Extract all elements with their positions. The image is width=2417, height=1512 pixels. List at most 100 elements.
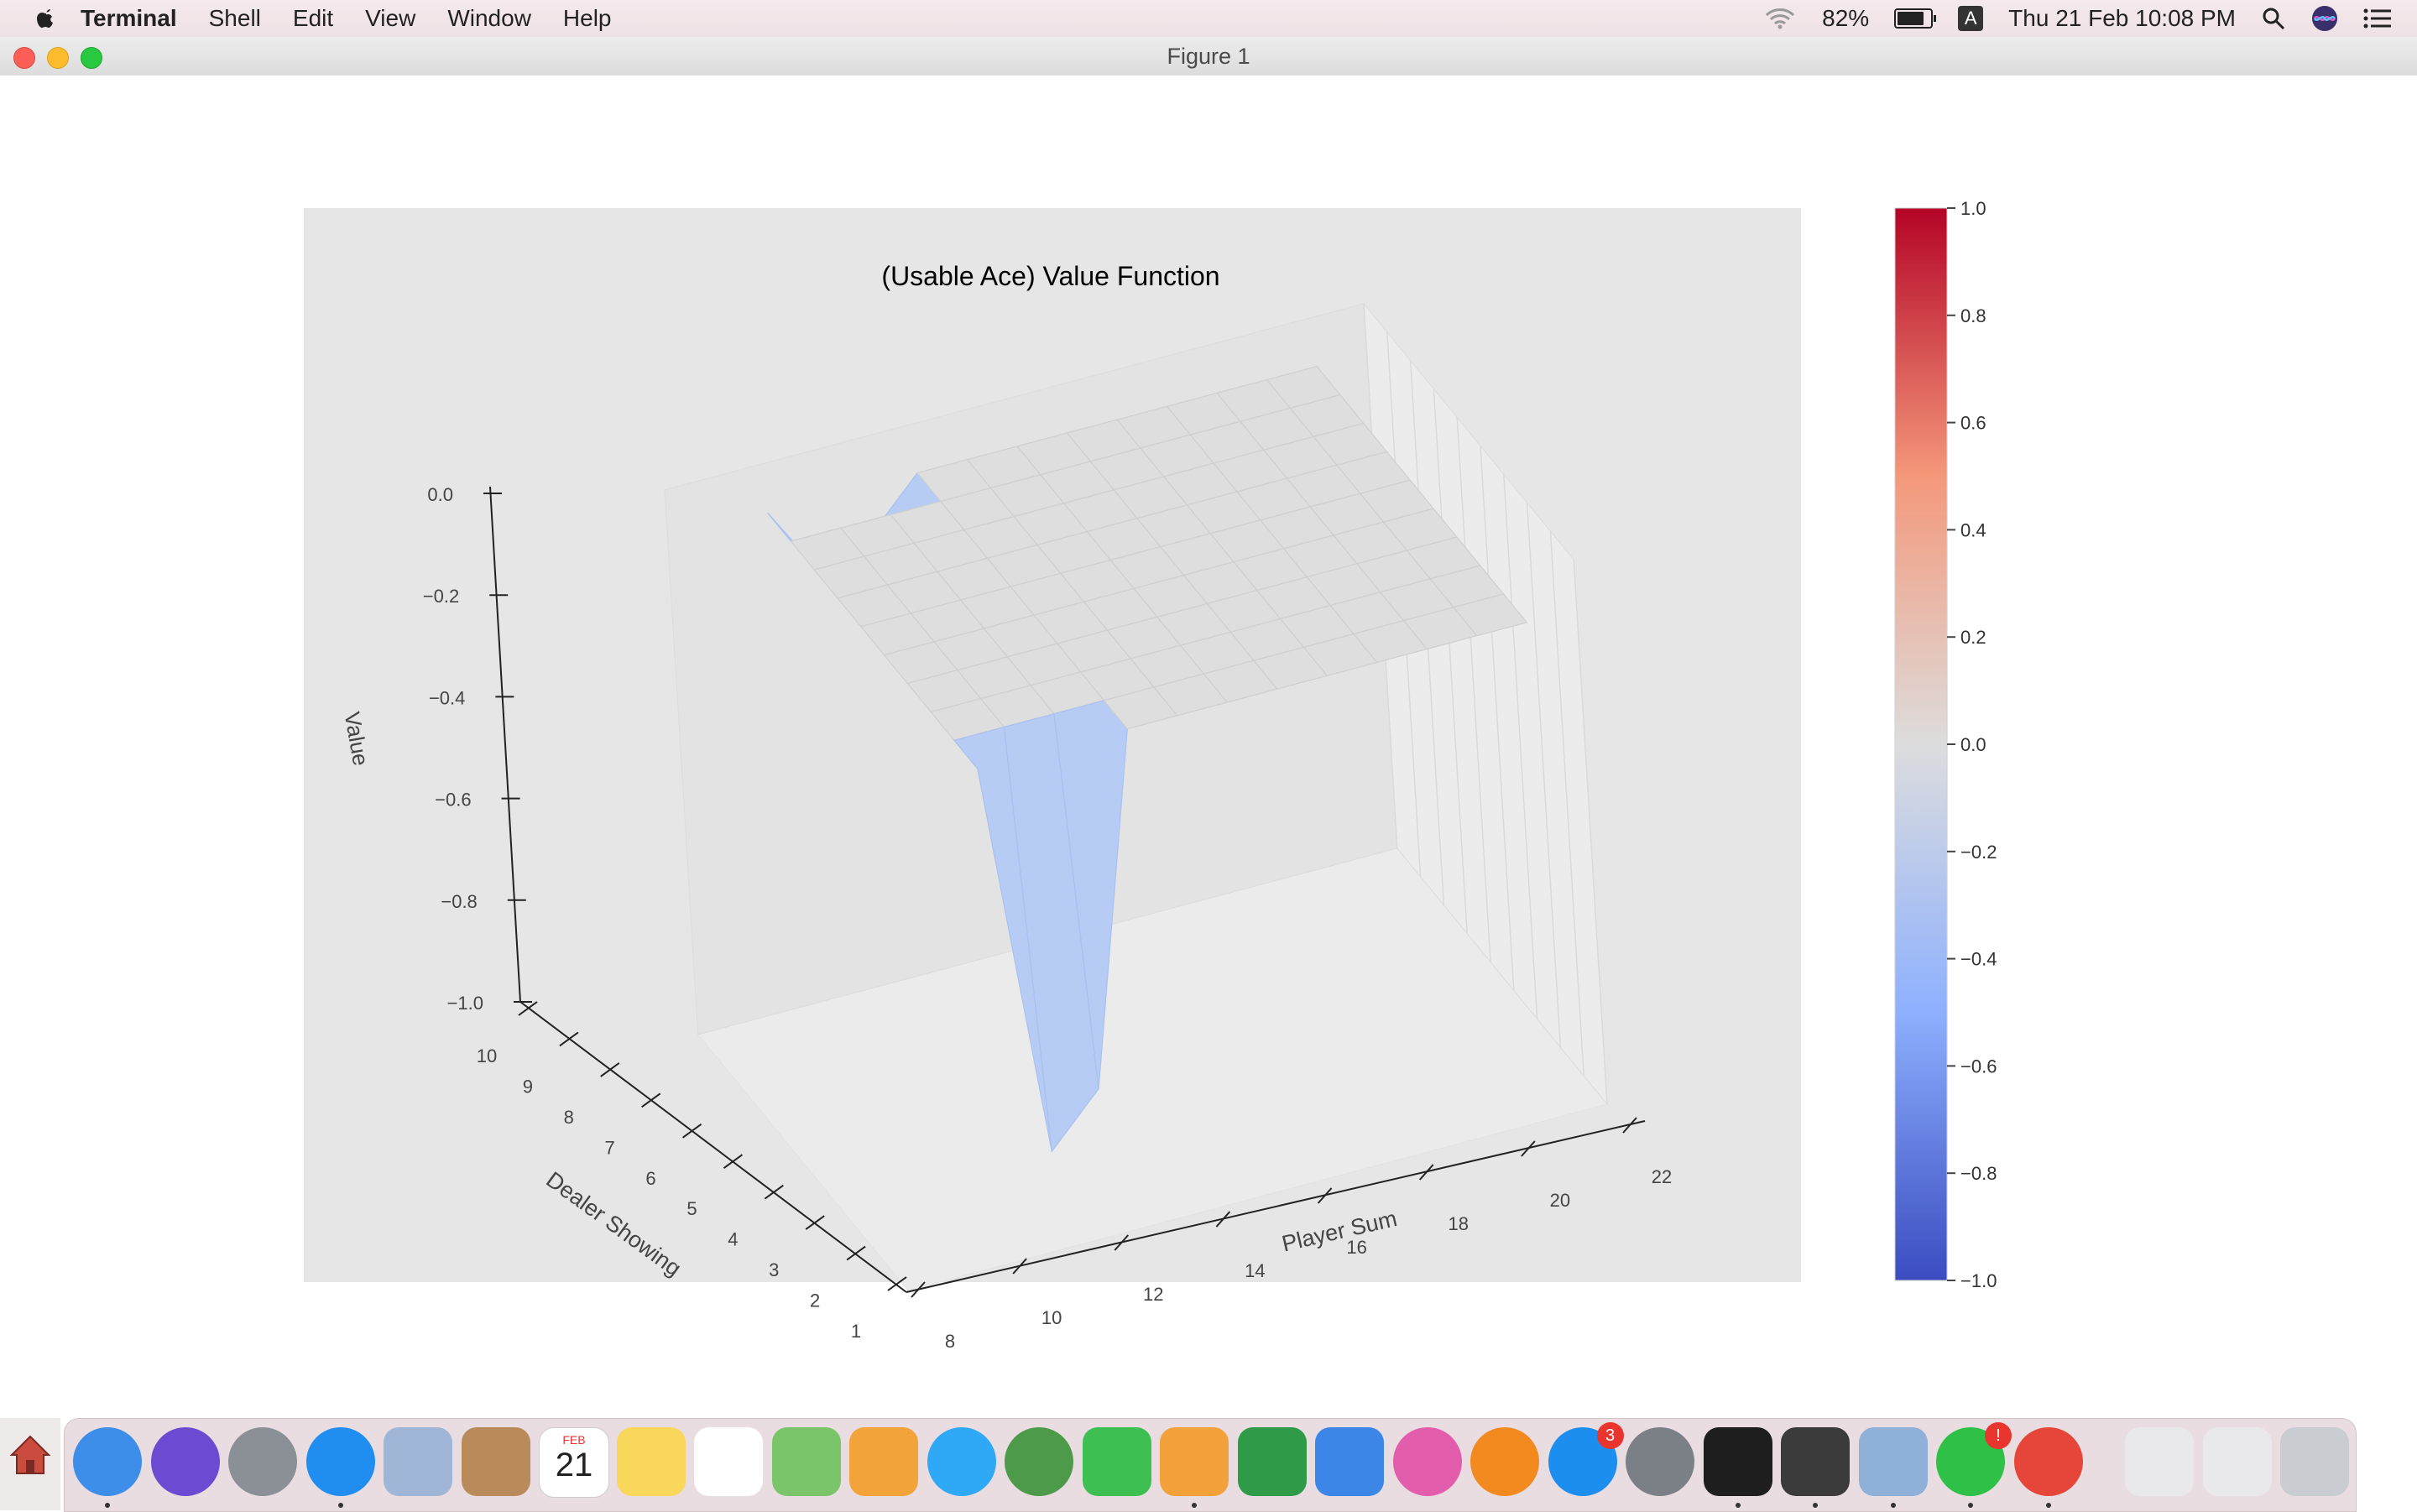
- colorbar-gradient: [1895, 208, 1947, 1280]
- y-tick-mark: [681, 1123, 702, 1139]
- menu-bar: Terminal Shell Edit View Window Help 82%…: [0, 0, 2417, 37]
- whatsapp-icon[interactable]: !: [1936, 1422, 2012, 1496]
- window-minimize-button[interactable]: [47, 47, 69, 69]
- app-store-icon[interactable]: 3: [1548, 1422, 1624, 1496]
- siri-icon[interactable]: [150, 1427, 220, 1496]
- facetime-icon[interactable]: [1082, 1427, 1151, 1496]
- z-tick-label: −0.8: [441, 891, 477, 912]
- menu-clock[interactable]: Thu 21 Feb 10:08 PM: [2008, 5, 2236, 31]
- home-folder-icon[interactable]: [0, 1418, 60, 1510]
- menu-window[interactable]: Window: [447, 5, 531, 31]
- maps-icon[interactable]: [771, 1427, 841, 1496]
- x-tick-label: 22: [1652, 1166, 1672, 1187]
- system-preferences-icon[interactable]: [1626, 1427, 1694, 1496]
- colorbar-tick-label: −0.2: [1960, 842, 1997, 863]
- itunes-icon[interactable]: [1392, 1427, 1462, 1496]
- x-tick-label: 12: [1143, 1284, 1163, 1305]
- running-indicator: [1735, 1503, 1741, 1508]
- x-tick-label: 20: [1550, 1190, 1570, 1211]
- photos-icon[interactable]: [849, 1427, 918, 1496]
- keynote-icon[interactable]: [1315, 1427, 1384, 1496]
- menu-app-name[interactable]: Terminal: [81, 5, 177, 31]
- side-grid-line: [1549, 531, 1584, 1077]
- y-tick-label: 9: [523, 1076, 533, 1097]
- side-grid-line: [1573, 559, 1608, 1105]
- android-studio-icon[interactable]: [1005, 1427, 1073, 1496]
- books-icon[interactable]: [1470, 1427, 1539, 1496]
- y-tick-label: 2: [810, 1290, 820, 1311]
- y-tick-mark: [887, 1276, 907, 1291]
- y-tick-label: 10: [477, 1045, 497, 1066]
- colorbar-tick-label: 0.2: [1960, 627, 1986, 648]
- window-title-bar: Figure 1: [0, 37, 2417, 76]
- z-tick-label: −0.6: [435, 790, 471, 811]
- z-tick-label: 0.0: [427, 484, 453, 505]
- calendar-day: 21: [555, 1447, 593, 1483]
- x-tick-mark: [911, 1281, 926, 1298]
- safari-icon[interactable]: [305, 1427, 375, 1496]
- window-title: Figure 1: [1167, 44, 1250, 69]
- battery-percent[interactable]: 82%: [1822, 5, 1870, 31]
- apple-icon[interactable]: [34, 6, 59, 31]
- pages-icon[interactable]: [1160, 1427, 1229, 1496]
- battery-icon[interactable]: [1894, 8, 1937, 29]
- x-axis-line: [906, 1120, 1646, 1293]
- x-tick-label: 14: [1245, 1260, 1265, 1281]
- input-source-icon[interactable]: A: [1958, 6, 1984, 31]
- menu-help[interactable]: Help: [562, 5, 612, 31]
- numbers-icon[interactable]: [1237, 1427, 1307, 1496]
- side-grid-line: [1456, 417, 1491, 962]
- preview-icon[interactable]: [1858, 1427, 1928, 1496]
- z-axis-line: [489, 486, 521, 1003]
- menu-view[interactable]: View: [365, 5, 416, 31]
- sublime-text-icon[interactable]: [1781, 1427, 1850, 1496]
- chrome-icon[interactable]: [2013, 1427, 2083, 1496]
- dock: FEB 21 3!: [64, 1418, 2357, 1512]
- wifi-icon[interactable]: [1763, 6, 1797, 31]
- window-zoom-button[interactable]: [81, 47, 102, 69]
- colorbar-tick-label: 1.0: [1960, 198, 1986, 219]
- y-tick-label: 3: [769, 1259, 779, 1280]
- document-stack-icon[interactable]: [2125, 1427, 2194, 1496]
- colorbar-tick-label: −0.4: [1960, 949, 1997, 970]
- window-close-button[interactable]: [13, 47, 35, 69]
- colorbar-tick-label: −1.0: [1960, 1270, 1997, 1291]
- y-tick-mark: [723, 1154, 744, 1170]
- reminders-icon[interactable]: [694, 1427, 763, 1496]
- contacts-icon[interactable]: [461, 1427, 530, 1496]
- x-tick-mark: [1114, 1234, 1130, 1251]
- menu-edit[interactable]: Edit: [292, 5, 334, 31]
- colorbar-tick-label: −0.6: [1960, 1056, 1997, 1077]
- calendar-month: FEB: [562, 1433, 586, 1447]
- y-tick-label: 6: [645, 1168, 655, 1189]
- browser-window-icon[interactable]: [2202, 1427, 2272, 1496]
- colorbar-tick-label: 0.4: [1960, 519, 1986, 540]
- x-tick-mark: [1418, 1164, 1434, 1181]
- y-tick-mark: [559, 1031, 579, 1047]
- messages-icon[interactable]: [927, 1427, 996, 1496]
- running-indicator: [105, 1503, 110, 1508]
- launchpad-icon[interactable]: [228, 1427, 297, 1496]
- menu-shell[interactable]: Shell: [208, 5, 261, 31]
- mail-icon[interactable]: [384, 1427, 452, 1496]
- x-tick-label: 16: [1346, 1237, 1366, 1258]
- trash-icon[interactable]: [2280, 1427, 2349, 1496]
- running-indicator: [1192, 1503, 1197, 1508]
- x-tick-mark: [1317, 1187, 1333, 1204]
- finder-icon[interactable]: [73, 1427, 142, 1496]
- side-grid-line: [1526, 503, 1562, 1048]
- terminal-icon[interactable]: [1703, 1427, 1772, 1496]
- notification-center-icon[interactable]: [2363, 7, 2392, 30]
- y-tick-label: 1: [851, 1321, 861, 1342]
- chart-title: (Usable Ace) Value Function: [881, 261, 1219, 291]
- notes-icon[interactable]: [616, 1427, 686, 1496]
- battery-level-fill: [1898, 12, 1924, 25]
- running-indicator: [1968, 1503, 1973, 1508]
- y-tick-label: 8: [564, 1107, 574, 1128]
- notification-badge: 3: [1596, 1422, 1624, 1449]
- spotlight-search-icon[interactable]: [2261, 6, 2286, 31]
- calendar-icon[interactable]: FEB 21: [539, 1427, 609, 1498]
- colorbar-tick-label: 0.6: [1960, 413, 1986, 434]
- figure-canvas: −1.0 −0.8 −0.6 −0.4 −0.2 0.0 10 9 8 7 6 5 4 3 2 1 8 10 12 1…: [0, 76, 2417, 1410]
- siri-menu-icon[interactable]: [2311, 5, 2338, 32]
